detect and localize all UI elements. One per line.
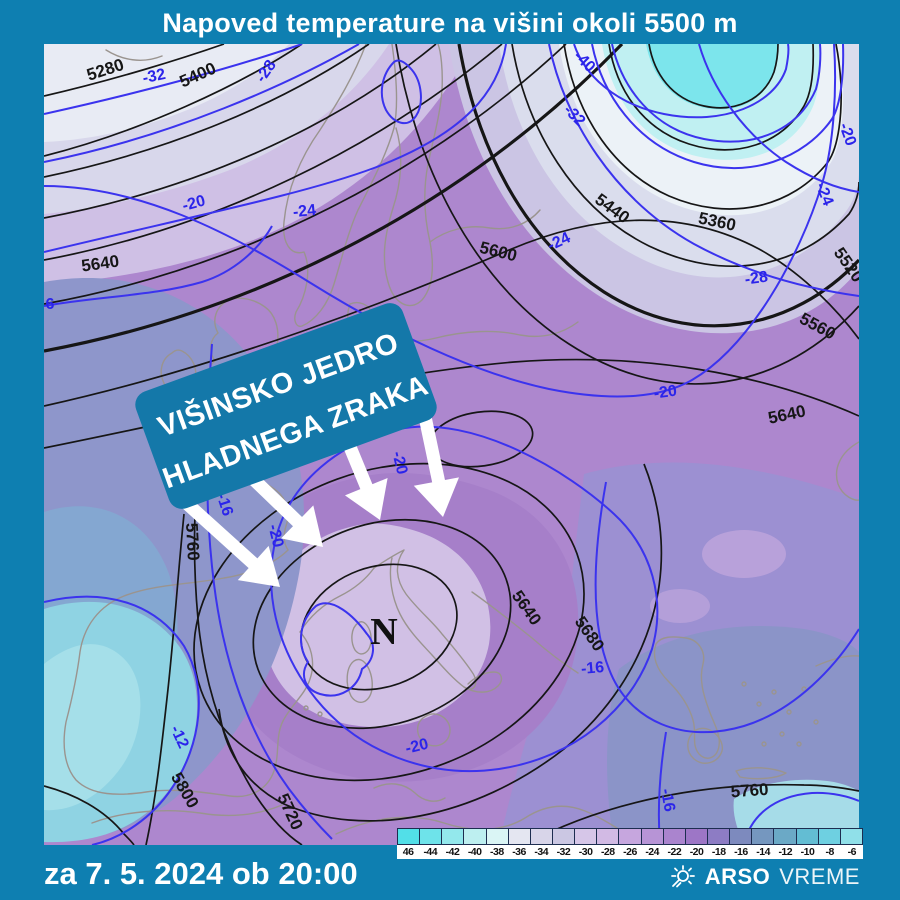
- contour-label-temp: 6: [46, 296, 55, 313]
- legend-swatch: [774, 829, 797, 844]
- contour-label-temp: -20: [264, 523, 286, 550]
- brand-vreme: VREME: [779, 863, 860, 889]
- legend-swatch: [552, 829, 576, 844]
- page-title: Napoved temperature na višini okoli 5500…: [162, 8, 738, 38]
- arso-vreme-logo: ARSO VREME: [669, 863, 860, 890]
- contour-label-temp: -20: [180, 192, 207, 214]
- legend-value: -28: [600, 846, 615, 858]
- legend-swatch: [707, 829, 731, 844]
- contour-label-temp: -16: [213, 491, 236, 518]
- legend-value: -40: [467, 846, 482, 858]
- legend-swatch: [818, 829, 841, 844]
- legend-value: -38: [490, 846, 504, 858]
- legend-swatch: [575, 829, 598, 844]
- legend-value: -22: [667, 846, 682, 858]
- contour-label-temp: -20: [388, 450, 410, 477]
- legend-value: -24: [645, 846, 659, 858]
- brand-arso: ARSO: [704, 863, 771, 889]
- legend-swatch: [442, 829, 465, 844]
- sun-icon: [670, 865, 695, 888]
- legend-value: -34: [534, 846, 549, 858]
- legend-labels: 46 -44 -42 -40 -38 -36 -34 -32 -30 -28 -26 -24 -22 -2…: [397, 845, 863, 859]
- legend-swatch: [420, 829, 443, 844]
- contour-label-height: 5760: [182, 522, 203, 561]
- legend-value: -6: [847, 846, 857, 858]
- legend-value: -36: [512, 846, 526, 858]
- legend-swatch: [508, 829, 531, 844]
- legend-value: -12: [778, 846, 793, 858]
- contour-label-temp: -20: [404, 736, 431, 758]
- legend-value: -16: [734, 846, 748, 858]
- legend-value: -8: [825, 846, 834, 858]
- valid-datetime: za 7. 5. 2024 ob 20:00: [44, 856, 358, 891]
- legend-swatches: [397, 828, 863, 845]
- legend-value: -20: [689, 846, 704, 858]
- legend-swatch: [398, 829, 421, 844]
- contour-label-temp: -20: [653, 383, 678, 403]
- legend-swatch: [685, 829, 708, 844]
- legend-swatch: [464, 829, 487, 844]
- cold-air-arrow: [176, 493, 280, 587]
- legend-swatch: [840, 829, 862, 844]
- legend-value: -44: [423, 846, 438, 858]
- legend-swatch: [530, 829, 553, 844]
- legend-swatch: [486, 829, 509, 844]
- contour-label-temp: -20: [835, 121, 859, 149]
- legend-swatch: [752, 829, 775, 844]
- legend-swatch: [796, 829, 819, 844]
- legend-swatch: [663, 829, 686, 844]
- weather-map: 5280 5400 5640 5600 5440 5360 5520 5560 5640 5640…: [44, 44, 859, 845]
- low-center-marker: N: [370, 611, 397, 653]
- temperature-contours: [44, 44, 859, 845]
- legend-value: -26: [623, 846, 637, 858]
- contour-label-temp: -16: [657, 787, 678, 813]
- contour-label-temp: -16: [580, 659, 605, 678]
- legend-swatch: [641, 829, 664, 844]
- legend-value: -30: [578, 846, 593, 858]
- legend-value: 46: [402, 846, 414, 858]
- contour-label-temp: -24: [292, 202, 317, 221]
- legend-value: -10: [800, 846, 815, 858]
- contour-label-height: 5760: [730, 780, 769, 802]
- legend-value: -18: [711, 846, 726, 858]
- temperature-legend: 46 -44 -42 -40 -38 -36 -34 -32 -30 -28 -26 -24 -22 -2…: [397, 828, 863, 859]
- height-contours: [44, 44, 859, 845]
- legend-swatch: [597, 829, 620, 844]
- contour-label-temp: -28: [744, 269, 769, 289]
- legend-value: -32: [556, 846, 571, 858]
- legend-swatch: [730, 829, 753, 844]
- legend-value: -14: [756, 846, 770, 858]
- legend-swatch: [619, 829, 642, 844]
- contour-label-temp: -32: [141, 66, 167, 87]
- legend-value: -42: [445, 846, 460, 858]
